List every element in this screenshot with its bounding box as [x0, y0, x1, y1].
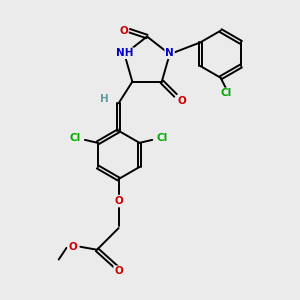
Text: O: O	[68, 242, 77, 252]
Text: Cl: Cl	[221, 88, 232, 98]
Text: O: O	[177, 96, 186, 106]
Text: O: O	[114, 266, 123, 276]
Text: Cl: Cl	[157, 133, 168, 143]
Text: Cl: Cl	[70, 133, 81, 143]
Text: O: O	[119, 26, 128, 36]
Text: O: O	[114, 196, 123, 206]
Text: N: N	[165, 48, 174, 58]
Text: H: H	[100, 94, 109, 104]
Text: NH: NH	[116, 48, 133, 58]
